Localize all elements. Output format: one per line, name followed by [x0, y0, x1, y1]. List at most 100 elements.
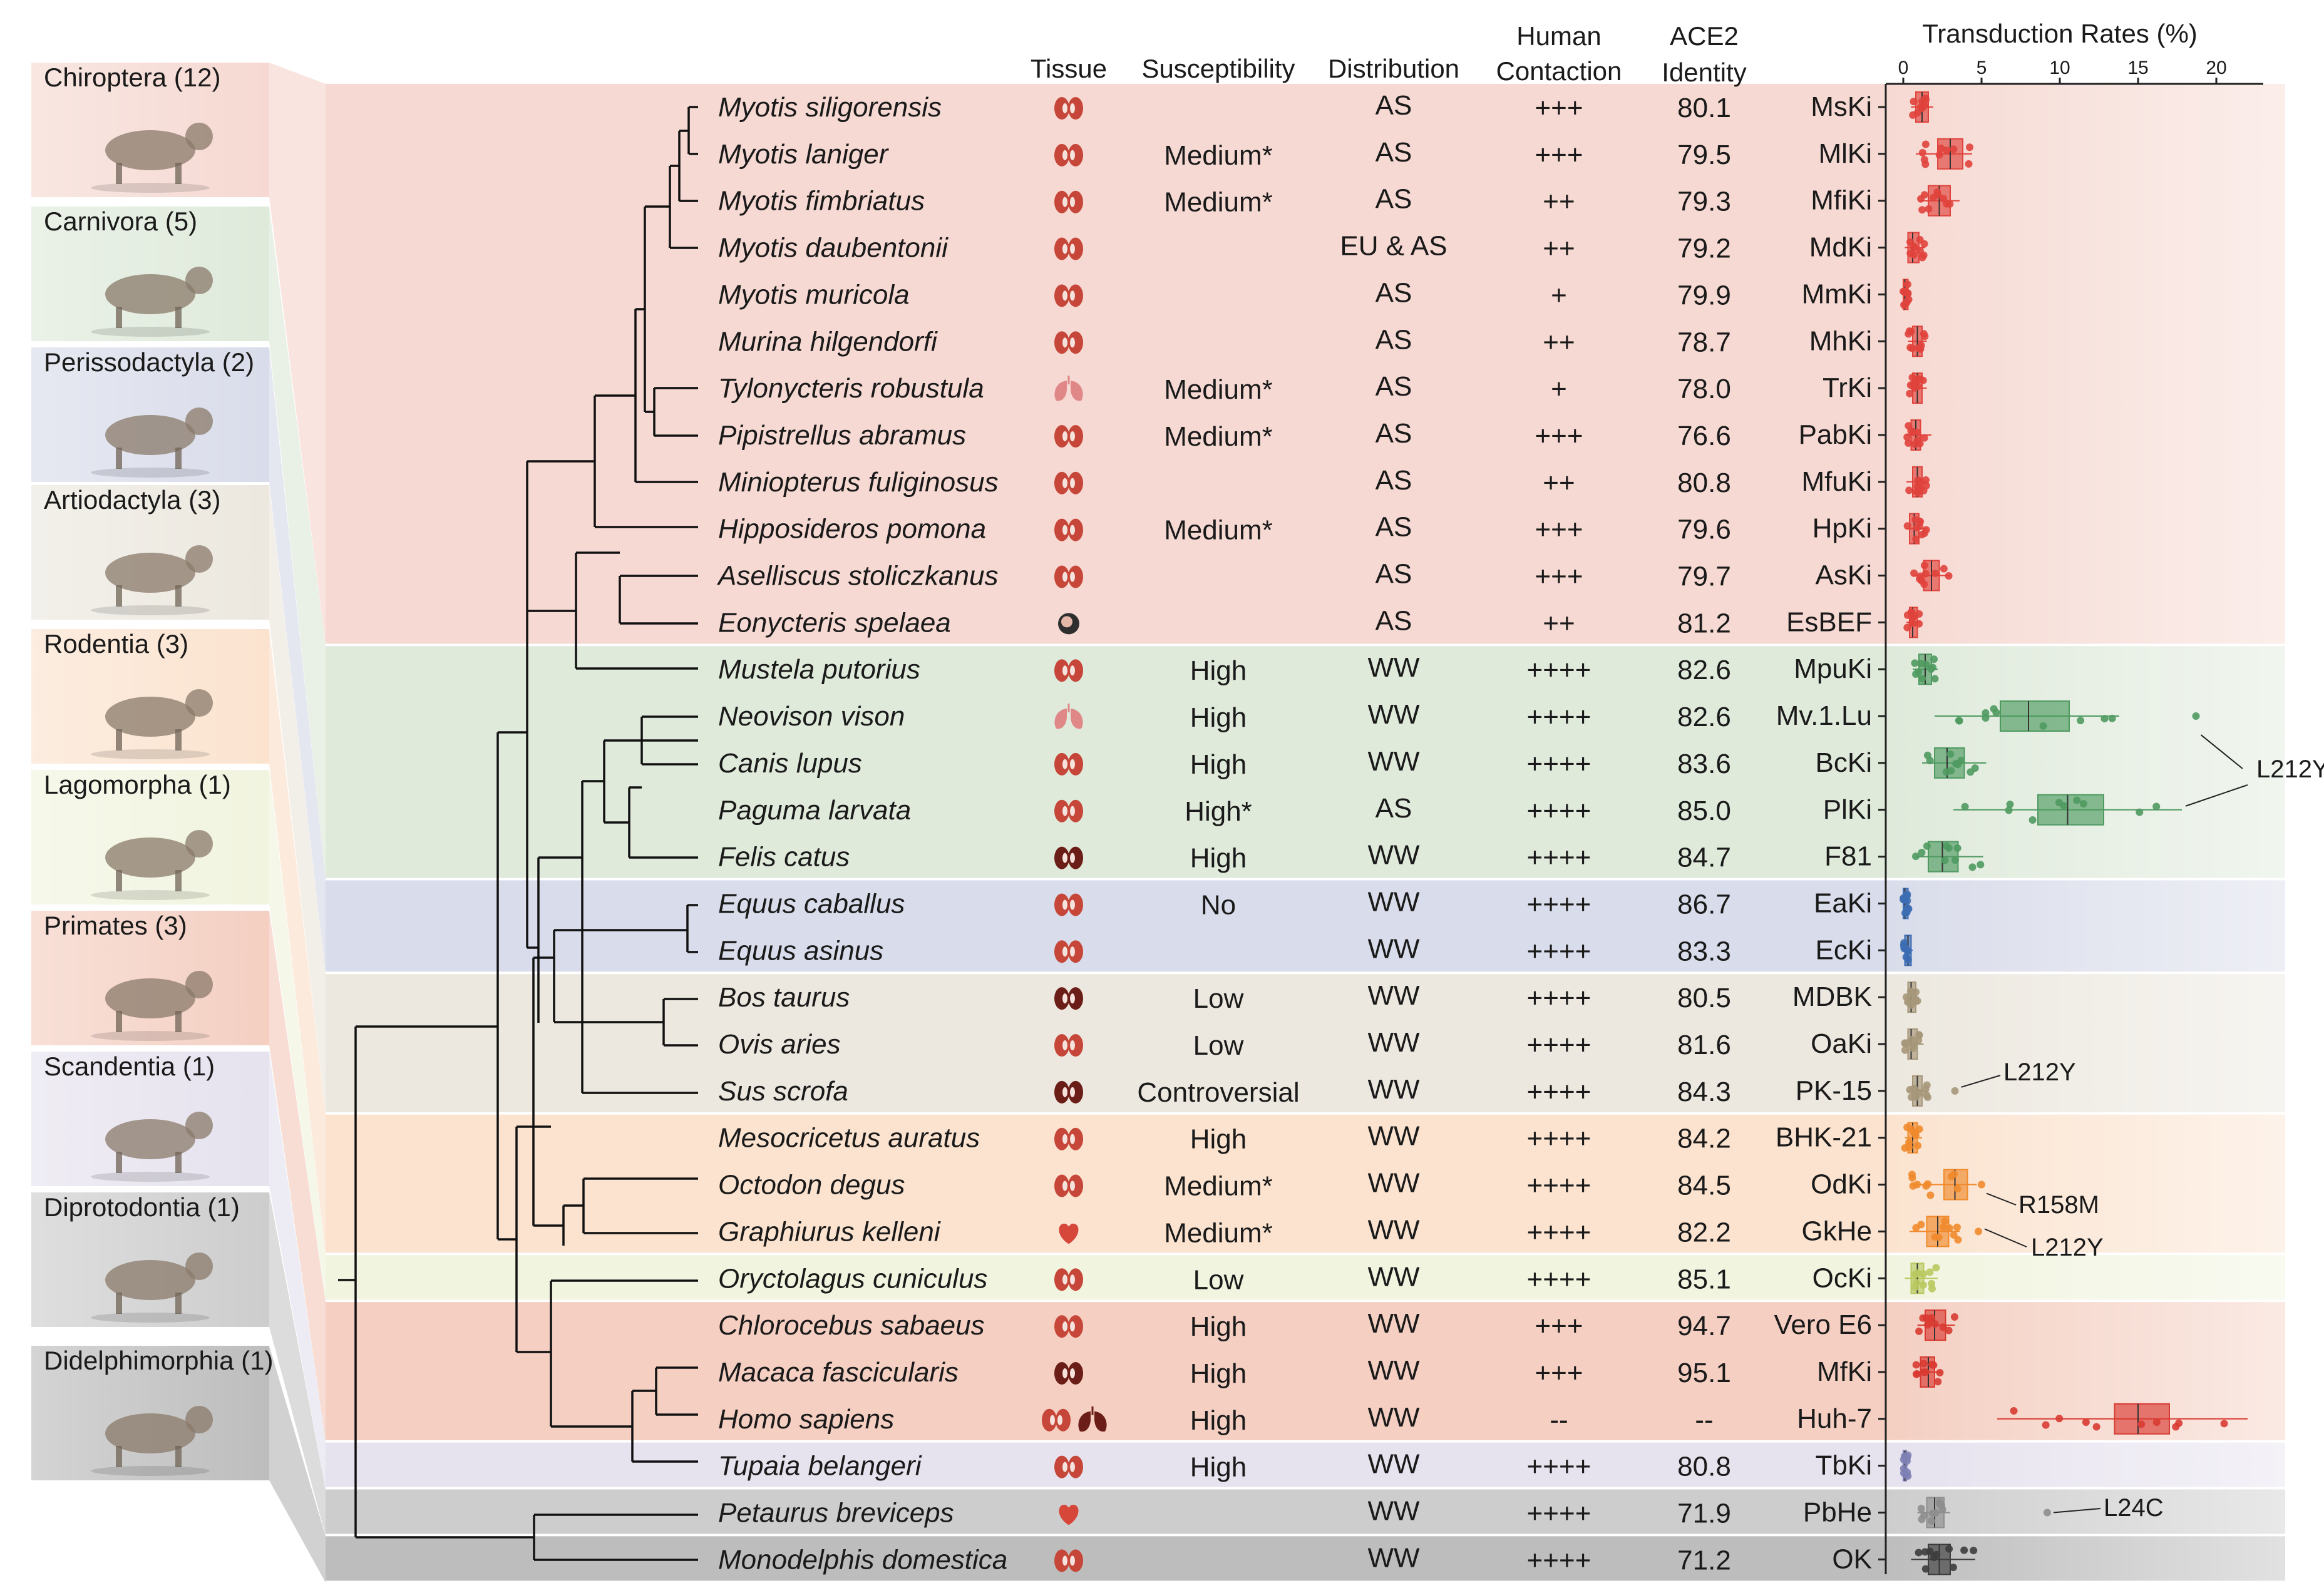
mutation-label: L212Y: [2003, 1058, 2076, 1086]
data-point: [1953, 1185, 1962, 1193]
data-point: [1908, 344, 1916, 352]
x-tick-label: 10: [2049, 58, 2070, 78]
susceptibility-value: Low: [1193, 983, 1244, 1014]
data-point: [1920, 330, 1928, 338]
data-point: [1930, 655, 1938, 663]
data-point: [2039, 722, 2047, 730]
data-point: [1915, 620, 1923, 628]
data-point: [1914, 1142, 1922, 1150]
distribution-value: WW: [1367, 980, 1420, 1011]
human-contaction-value: ++: [1543, 187, 1575, 217]
data-point: [1903, 946, 1911, 955]
data-point: [1918, 206, 1926, 214]
box-plot: [1901, 1028, 1924, 1060]
kidney-icon: [1054, 1127, 1083, 1150]
cell-line-label: BHK-21: [1776, 1122, 1872, 1153]
order-label: Chiroptera (12): [44, 63, 220, 92]
ace2-identity-value: 80.8: [1677, 468, 1731, 498]
data-point: [1921, 570, 1930, 578]
order-panel-shade: [31, 770, 269, 904]
header-susceptibility: Susceptibility: [1141, 54, 1295, 83]
data-point: [1941, 1217, 1949, 1225]
susceptibility-value: Medium*: [1164, 1217, 1273, 1248]
data-point: [1918, 148, 1926, 156]
header-human-line1: Human: [1516, 21, 1601, 51]
mutation-label: R158M: [2018, 1191, 2099, 1219]
species-name: Chlorocebus sabaeus: [718, 1310, 985, 1341]
species-name: Graphiurus kelleni: [718, 1216, 941, 1247]
data-point: [1916, 247, 1924, 255]
data-point: [2005, 806, 2013, 814]
data-point: [1903, 1454, 1911, 1462]
animal-illustration-icon: [91, 971, 213, 1041]
data-point: [1901, 1040, 1910, 1048]
data-point: [1900, 896, 1908, 904]
species-row: Homo sapiens High WW -- -- Huh-7: [718, 1402, 1872, 1436]
data-point: [1910, 98, 1918, 106]
human-contaction-value: +++: [1535, 515, 1583, 545]
ace2-identity-value: --: [1695, 1405, 1713, 1435]
cell-line-label: OdKi: [1811, 1169, 1872, 1200]
outlier-point: [1951, 1087, 1959, 1095]
box-plot: [1900, 935, 1913, 966]
species-name: Homo sapiens: [718, 1404, 894, 1435]
species-row: Mesocricetus auratus High WW ++++ 84.2 BHK-21: [718, 1121, 1872, 1155]
species-row: Macaca fascicularis High WW +++ 95.1 MfKi: [718, 1355, 1872, 1389]
ace2-identity-value: 80.8: [1677, 1452, 1731, 1482]
data-point: [1931, 1509, 1940, 1517]
box-plot: [1903, 513, 1930, 545]
distribution-value: AS: [1375, 418, 1412, 449]
kidney-icon: [1054, 143, 1083, 166]
box-plot: [1911, 653, 1939, 685]
data-point: [1908, 1171, 1916, 1179]
ace2-identity-value: 82.6: [1677, 655, 1731, 685]
susceptibility-value: High: [1190, 1311, 1247, 1342]
kidney-icon: [1054, 752, 1083, 776]
order-label: Didelphimorphia (1): [44, 1346, 274, 1375]
embryo-icon: [1058, 613, 1079, 635]
animal-illustration-icon: [91, 267, 213, 337]
data-point: [1914, 382, 1922, 391]
box-plot: [1915, 1309, 1958, 1341]
data-point: [1945, 1224, 1953, 1232]
species-row: Myotis muricola AS +79.9 MmKi: [718, 277, 1872, 310]
susceptibility-value: Medium*: [1164, 515, 1273, 546]
ace2-identity-value: 85.0: [1677, 796, 1731, 826]
data-point: [1903, 280, 1911, 289]
kidney-icon: [1054, 97, 1083, 120]
ace2-identity-value: 83.3: [1677, 936, 1731, 966]
kidney-icon: [1054, 1174, 1083, 1197]
data-point: [1917, 1505, 1925, 1513]
data-point: [1967, 768, 1975, 776]
human-contaction-value: +++: [1535, 561, 1583, 592]
kidney-icon: [1054, 190, 1083, 213]
order-panel-shade: [31, 63, 269, 197]
ace2-identity-value: 79.3: [1677, 187, 1731, 217]
ace2-identity-value: 78.0: [1677, 374, 1731, 404]
data-point: [1920, 530, 1928, 538]
species-name: Hipposideros pomona: [718, 514, 986, 545]
order-label: Carnivora (5): [44, 207, 197, 236]
data-point: [1970, 1547, 1978, 1555]
susceptibility-value: High: [1190, 655, 1247, 686]
order-connector: [269, 770, 326, 1302]
animal-illustration-icon: [91, 545, 213, 615]
cell-line-label: Huh-7: [1797, 1403, 1872, 1434]
group-bands: [326, 84, 2285, 1586]
outlier-point: [1975, 1227, 1982, 1236]
order-panel-shade: [31, 629, 269, 764]
data-point: [1919, 1314, 1927, 1322]
data-point: [1915, 668, 1923, 676]
species-name: Myotis siligorensis: [718, 92, 942, 123]
box-iqr: [2114, 1403, 2170, 1435]
data-point: [1916, 485, 1925, 493]
human-contaction-value: ++++: [1527, 1545, 1591, 1575]
data-point: [1906, 987, 1915, 995]
data-point: [1935, 151, 1943, 159]
distribution-value: AS: [1375, 605, 1412, 636]
data-point: [2079, 800, 2087, 808]
species-name: Neovison vison: [718, 701, 905, 732]
cell-line-label: PlKi: [1823, 794, 1872, 825]
header-tissue: Tissue: [1031, 54, 1107, 83]
